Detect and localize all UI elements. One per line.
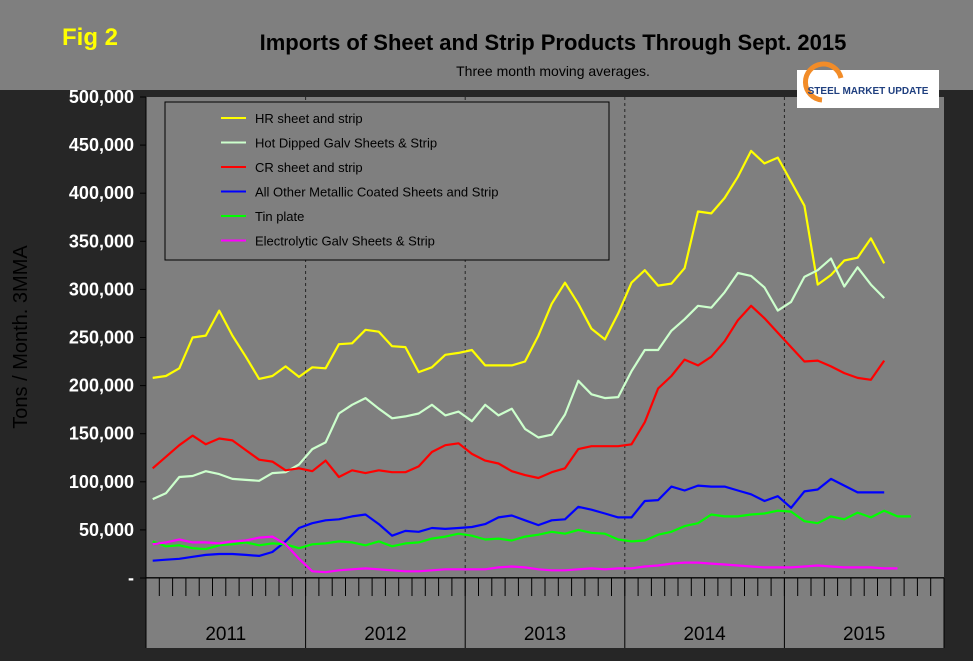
y-tick-label: 50,000 <box>79 520 134 540</box>
logo-swoosh-icon <box>802 61 844 103</box>
year-label: 2015 <box>843 624 885 645</box>
series-line <box>152 535 898 574</box>
year-label: 2011 <box>205 624 246 645</box>
y-tick-label: 300,000 <box>69 279 134 299</box>
legend-box <box>164 101 610 261</box>
legend-label: CR sheet and strip <box>255 160 363 175</box>
legend: HR sheet and strip Hot Dipped Galv Sheets… <box>164 101 610 261</box>
y-tick-label: 150,000 <box>69 424 134 444</box>
series-line <box>152 509 911 551</box>
legend-label: HR sheet and strip <box>255 111 363 126</box>
logo-text: STEEL MARKET UPDATE <box>808 86 929 97</box>
x-axis: 2011 2012 2013 2014 2015 <box>145 577 945 648</box>
y-axis: - 50,000 100,000 150,000 200,000 250,000 300,0… <box>69 87 147 588</box>
y-tick-label: 400,000 <box>69 183 134 203</box>
series <box>151 149 911 574</box>
y-tick-label: - <box>128 568 134 588</box>
y-tick-label: 250,000 <box>69 328 134 348</box>
legend-label: Electrolytic Galv Sheets & Strip <box>255 234 435 249</box>
year-label: 2014 <box>683 624 726 645</box>
series-line <box>151 304 886 480</box>
logo: STEEL MARKET UPDATE <box>797 61 939 108</box>
chart-title: Imports of Sheet and Strip Products Thro… <box>260 30 847 55</box>
y-tick-label: 500,000 <box>69 87 134 107</box>
year-label: 2013 <box>524 624 566 645</box>
y-tick-label: 350,000 <box>69 231 134 251</box>
series-line <box>152 257 885 501</box>
legend-label: Hot Dipped Galv Sheets & Strip <box>255 136 437 151</box>
fig-label: Fig 2 <box>62 24 118 51</box>
legend-label: All Other Metallic Coated Sheets and Str… <box>255 185 499 200</box>
legend-label: Tin plate <box>255 209 304 224</box>
series-line <box>152 477 885 562</box>
chart-subtitle: Three month moving averages. <box>456 63 650 79</box>
y-tick-label: 200,000 <box>69 376 134 396</box>
series-line <box>152 149 886 380</box>
y-axis-label: Tons / Month. 3MMA <box>10 245 32 429</box>
year-label: 2012 <box>364 624 406 645</box>
y-tick-label: 100,000 <box>69 472 134 492</box>
y-tick-label: 450,000 <box>69 135 134 155</box>
